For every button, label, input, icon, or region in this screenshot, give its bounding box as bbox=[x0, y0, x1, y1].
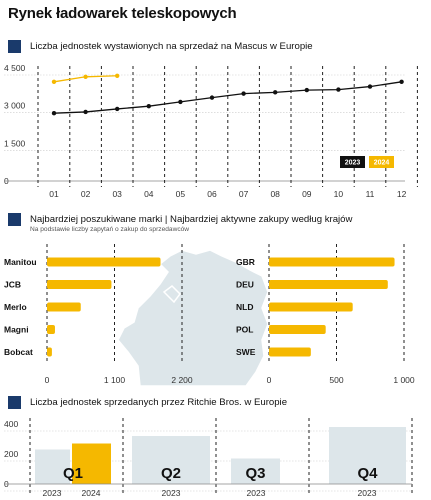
section-header-ritchie: Liczba jednostek sprzedanych przez Ritch… bbox=[8, 396, 287, 409]
section-marker bbox=[8, 396, 21, 409]
bar-2023 bbox=[35, 449, 70, 484]
x-tick-label: 2024 bbox=[82, 488, 101, 498]
x-tick-label: 12 bbox=[397, 189, 407, 199]
bar bbox=[47, 257, 161, 267]
quarter-label: Q4 bbox=[357, 465, 378, 482]
bar bbox=[269, 325, 326, 334]
data-point-2023 bbox=[304, 87, 309, 93]
x-tick-label: 2023 bbox=[162, 488, 181, 498]
brands-countries-bar-chart: 0 1 100 2 200 Manitou JCB Merlo Magni Bobcat 0 50… bbox=[4, 244, 415, 387]
bar-2023 bbox=[231, 458, 280, 484]
bar-label: Merlo bbox=[4, 302, 27, 312]
quarter-label: Q1 bbox=[63, 465, 83, 482]
page-title: Rynek ładowarek teleskopowych bbox=[8, 5, 237, 22]
data-point-2023 bbox=[115, 106, 120, 112]
quarter-label: Q2 bbox=[161, 465, 181, 482]
legend-swatch-2024 bbox=[369, 156, 394, 168]
x-tick-label: 2023 bbox=[247, 488, 266, 498]
bar bbox=[47, 302, 81, 312]
x-tick-label: 10 bbox=[334, 189, 344, 199]
x-tick-label: 03 bbox=[112, 189, 122, 199]
data-point-2023 bbox=[146, 103, 151, 109]
x-tick-label: 0 bbox=[45, 375, 50, 385]
series-line-2023 bbox=[53, 81, 402, 114]
data-point-2023 bbox=[273, 90, 278, 95]
legend-swatch-2023 bbox=[340, 156, 365, 168]
section-title-listings: Liczba jednostek wystawionych na sprzeda… bbox=[30, 41, 313, 52]
x-tick-label: 2 200 bbox=[171, 375, 193, 385]
bar-2023 bbox=[329, 427, 406, 484]
bar-label: GBR bbox=[236, 257, 255, 267]
quarter-label: Q3 bbox=[245, 465, 265, 482]
y-tick-label: 3 000 bbox=[4, 101, 26, 111]
x-tick-label: 01 bbox=[49, 189, 59, 199]
x-tick-label: 2023 bbox=[358, 488, 377, 498]
section-title-ritchie: Liczba jednostek sprzedanych przez Ritch… bbox=[30, 397, 288, 408]
legend-label-2024: 2024 bbox=[374, 160, 390, 167]
data-point-2023 bbox=[83, 109, 88, 115]
bar bbox=[269, 257, 395, 267]
legend-label-2023: 2023 bbox=[345, 160, 361, 167]
y-tick-label: 200 bbox=[4, 449, 18, 459]
section-header-listings: Liczba jednostek wystawionych na sprzeda… bbox=[8, 40, 313, 53]
x-tick-label: 08 bbox=[270, 189, 280, 199]
bar-label: DEU bbox=[236, 280, 254, 290]
data-point-2023 bbox=[209, 95, 215, 100]
x-tick-label: 11 bbox=[366, 189, 375, 199]
bar-label: POL bbox=[236, 325, 253, 335]
y-tick-label: 1 500 bbox=[4, 138, 26, 148]
bar-2024 bbox=[72, 443, 111, 484]
bar bbox=[47, 280, 112, 289]
bar bbox=[269, 302, 353, 312]
data-point-2023 bbox=[367, 84, 373, 89]
data-point-2023 bbox=[336, 87, 341, 92]
x-tick-label: 2023 bbox=[43, 488, 62, 498]
europe-map-shape bbox=[117, 249, 269, 387]
x-tick-label: 02 bbox=[81, 189, 91, 199]
bar bbox=[47, 347, 52, 357]
y-tick-label: 400 bbox=[4, 419, 18, 429]
section-subtitle-brands-countries: Na podstawie liczby zapytań o zakup do s… bbox=[30, 226, 190, 233]
bar-label: NLD bbox=[236, 302, 253, 312]
x-tick-label: 06 bbox=[207, 189, 217, 199]
bar bbox=[269, 280, 388, 289]
data-point-2024 bbox=[115, 73, 120, 78]
section-marker bbox=[8, 213, 21, 226]
y-tick-label: 4 500 bbox=[4, 63, 26, 73]
x-tick-label: 1 000 bbox=[393, 375, 415, 385]
section-header-brands-countries: Najbardziej poszukiwane marki | Najbardz… bbox=[8, 213, 352, 226]
x-tick-label: 500 bbox=[329, 375, 343, 385]
x-tick-label: 07 bbox=[239, 189, 249, 199]
data-point-2023 bbox=[399, 79, 404, 85]
x-tick-label: 09 bbox=[302, 189, 312, 199]
x-tick-label: 1 100 bbox=[104, 375, 126, 385]
bar-label: Magni bbox=[4, 325, 29, 335]
x-tick-label: 0 bbox=[267, 375, 272, 385]
data-point-2023 bbox=[241, 91, 246, 96]
data-point-2023 bbox=[178, 99, 183, 105]
data-point-2024 bbox=[51, 79, 57, 85]
bar-label: SWE bbox=[236, 347, 256, 357]
bar bbox=[47, 325, 55, 334]
bar-label: JCB bbox=[4, 280, 21, 290]
section-marker bbox=[8, 40, 21, 53]
x-tick-label: 05 bbox=[176, 189, 186, 199]
data-point-2023 bbox=[51, 111, 57, 116]
bar-2023 bbox=[132, 436, 210, 484]
x-tick-label: 04 bbox=[144, 189, 154, 199]
data-point-2024 bbox=[83, 74, 88, 79]
bar-label: Manitou bbox=[4, 257, 37, 267]
bar-label: Bobcat bbox=[4, 347, 33, 357]
section-title-brands-countries: Najbardziej poszukiwane marki | Najbardz… bbox=[30, 214, 353, 225]
bar bbox=[269, 347, 311, 357]
